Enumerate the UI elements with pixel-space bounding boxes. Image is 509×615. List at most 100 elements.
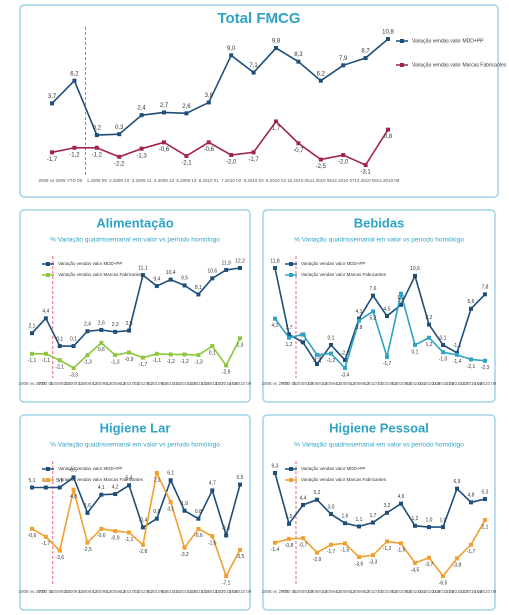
point (224, 363, 229, 368)
x-tick-label: 6.2010 01 (363, 589, 384, 594)
point (85, 329, 90, 334)
point (427, 335, 431, 340)
x-tick-label: 12.2010 07 (446, 589, 469, 594)
series-line (31, 470, 241, 578)
value-label: 2,5 (126, 321, 133, 327)
point (182, 283, 187, 288)
x-tick-label: 4.2009 12 (91, 381, 112, 386)
x-tick-label: 2008 vs 2009 (18, 589, 46, 594)
point (469, 357, 473, 362)
legend-label: Variação vendas valor MDD+PP (58, 261, 122, 266)
value-label: -3,7 (425, 562, 434, 568)
point (441, 342, 445, 347)
value-label: 3,7 (48, 94, 57, 100)
value-label: -0,7 (299, 543, 308, 549)
point (196, 516, 201, 521)
value-label: 7,1 (249, 63, 258, 69)
point (273, 316, 277, 321)
value-label: 4,4 (300, 495, 307, 501)
x-tick-label: 2008 vs 2009 (18, 381, 46, 386)
point (343, 541, 347, 546)
point (274, 46, 278, 51)
point (455, 556, 459, 561)
value-label: 5,4 (126, 476, 133, 482)
legend-marker (400, 39, 404, 43)
point (72, 145, 77, 150)
value-label: 10,6 (410, 266, 420, 272)
value-label: 4,8 (70, 494, 77, 500)
point (301, 536, 305, 541)
value-label: -2,2 (114, 161, 125, 167)
value-label: -0,4 (139, 518, 148, 524)
point (315, 550, 319, 555)
point (184, 153, 189, 158)
value-label: 9,5 (181, 276, 188, 282)
value-label: -1,1 (125, 537, 134, 543)
value-label: 4,5 (384, 306, 391, 312)
value-label: 2,3 (112, 322, 119, 328)
legend-label: Variação vendas valor MDD+PP (412, 38, 484, 44)
x-tick-label: 1.2009 09 (293, 381, 314, 386)
point (140, 542, 145, 547)
point (385, 354, 389, 359)
value-label: -3,2 (180, 552, 189, 558)
point (196, 353, 201, 358)
value-label: -3,8 (453, 563, 462, 569)
point (357, 524, 361, 529)
value-label: -1,5 (341, 548, 350, 554)
chart-title: Alimentação (96, 215, 173, 230)
x-tick-label: 14.2010 09 (229, 381, 252, 386)
value-label: 5,5 (237, 475, 244, 481)
chart-subtitle: % Variação quadrissemanal em valor vs pe… (50, 237, 220, 244)
value-label: 12,2 (235, 258, 245, 264)
point (139, 113, 144, 118)
point (117, 132, 122, 137)
point (224, 574, 229, 578)
value-label: 1,2 (286, 342, 293, 348)
value-label: 1,6 (84, 503, 91, 509)
x-tick-label: 12.2010 07 (446, 381, 469, 386)
value-label: -3,3 (369, 559, 378, 565)
value-label: 5,1 (29, 478, 36, 484)
point (229, 153, 234, 158)
value-label: -1,7 (47, 157, 58, 163)
point (296, 59, 301, 64)
point (301, 502, 305, 507)
value-label: 5,2 (314, 490, 321, 496)
value-label: -0,8 (285, 543, 294, 549)
value-label: -3,4 (341, 372, 350, 378)
point (210, 276, 215, 281)
value-label: -1,7 (42, 541, 51, 547)
value-label: -2,5 (316, 164, 327, 170)
point (341, 63, 346, 68)
value-label: -0,6 (194, 533, 203, 539)
value-label: 4,1 (356, 309, 363, 315)
value-label: 6,5 (70, 468, 77, 474)
x-tick-label: 11.2010 06 (187, 381, 210, 386)
point (196, 292, 201, 297)
point (113, 329, 118, 334)
point (287, 332, 291, 337)
value-label: 0,8 (153, 509, 160, 515)
value-label: 6,9 (454, 479, 461, 485)
x-tick-label: 14.2010 09 (229, 589, 252, 594)
value-label: 9,4 (153, 276, 160, 282)
x-tick-label: 12.2010 07 (201, 589, 224, 594)
point (85, 510, 90, 515)
point (329, 542, 333, 547)
point (196, 526, 201, 531)
value-label: -2,8 (139, 549, 148, 555)
value-label: 11,9 (221, 260, 231, 266)
x-tick-label: 8.2010 03 (244, 178, 265, 183)
x-tick-label: 2.2009 10 (307, 381, 328, 386)
x-tick-label: 2.2009 10 (64, 589, 85, 594)
point (43, 485, 48, 490)
value-label: 1,3 (237, 343, 244, 349)
value-label: -3,5 (236, 554, 245, 560)
series-line (274, 267, 486, 366)
point (182, 508, 187, 513)
series-line (274, 472, 486, 528)
value-label: 6,2 (398, 295, 405, 301)
value-label: 0,2 (93, 126, 102, 132)
point (238, 547, 242, 552)
